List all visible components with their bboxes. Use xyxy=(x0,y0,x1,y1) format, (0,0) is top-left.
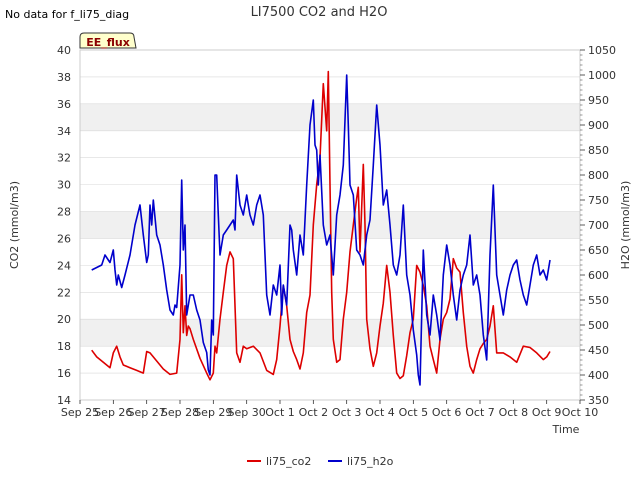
series-layer xyxy=(91,70,551,386)
y2-tick-label: 550 xyxy=(588,294,609,307)
legend-label-h2o: li75_h2o xyxy=(347,455,394,468)
x-tick-label: Sep 26 xyxy=(94,406,132,419)
no-data-note: No data for f_li75_diag xyxy=(5,8,129,21)
y2-tick-label: 850 xyxy=(588,144,609,157)
y2-tick-label: 950 xyxy=(588,94,609,107)
y2-tick-label: 700 xyxy=(588,219,609,232)
x-tick-label: Sep 29 xyxy=(194,406,232,419)
y-axis-right-ticks: 350 400 450 500 550 600 650 700 750 800 850 900 950 1… xyxy=(580,44,616,407)
y2-tick-label: 750 xyxy=(588,194,609,207)
x-tick-label: Sep 30 xyxy=(228,406,266,419)
x-tick-label: Oct 4 xyxy=(365,406,395,419)
y2-tick-label: 1050 xyxy=(588,44,616,57)
x-tick-label: Oct 3 xyxy=(332,406,362,419)
legend-label-co2: li75_co2 xyxy=(266,455,311,468)
y-tick-label: 18 xyxy=(57,340,71,353)
y2-tick-label: 450 xyxy=(588,344,609,357)
y2-tick-label: 800 xyxy=(588,169,609,182)
y-tick-label: 22 xyxy=(57,286,71,299)
legend: li75_co2 li75_h2o xyxy=(247,455,394,468)
chart-title: LI7500 CO2 and H2O xyxy=(251,5,388,20)
y-tick-label: 34 xyxy=(57,125,71,138)
y-tick-label: 38 xyxy=(57,71,71,84)
x-tick-label: Oct 8 xyxy=(499,406,529,419)
ee-flux-badge: EE_flux xyxy=(79,32,137,49)
y-tick-label: 36 xyxy=(57,98,71,111)
x-tick-label: Oct 7 xyxy=(465,406,495,419)
y-tick-label: 30 xyxy=(57,179,71,192)
y2-tick-label: 400 xyxy=(588,369,609,382)
y-tick-label: 32 xyxy=(57,152,71,165)
badge-label: EE_flux xyxy=(86,36,130,49)
x-tick-label: Oct 2 xyxy=(299,406,329,419)
x-tick-label: Oct 5 xyxy=(399,406,429,419)
background-band xyxy=(80,103,580,131)
y-tick-label: 28 xyxy=(57,206,71,219)
y-tick-label: 24 xyxy=(57,259,71,272)
x-tick-label: Oct 6 xyxy=(432,406,462,419)
x-tick-label: Oct 9 xyxy=(532,406,562,419)
y2-tick-label: 500 xyxy=(588,319,609,332)
y2-tick-label: 600 xyxy=(588,269,609,282)
y2-tick-label: 650 xyxy=(588,244,609,257)
y-axis-left-ticks: 14 16 18 20 22 24 26 28 30 32 34 36 38 40 xyxy=(57,44,71,407)
x-axis-title: Time xyxy=(552,423,580,436)
y2-tick-label: 900 xyxy=(588,119,609,132)
x-tick-label: Oct 10 xyxy=(562,406,599,419)
y2-tick-label: 350 xyxy=(588,394,609,407)
y-tick-label: 20 xyxy=(57,313,71,326)
x-tick-label: Oct 1 xyxy=(265,406,295,419)
x-tick-label: Sep 28 xyxy=(161,406,199,419)
y2-tick-label: 1000 xyxy=(588,69,616,82)
series-line-li75_h2o xyxy=(91,74,551,386)
x-tick-label: Sep 27 xyxy=(128,406,166,419)
x-tick-label: Sep 25 xyxy=(61,406,99,419)
y-tick-label: 14 xyxy=(57,394,71,407)
y-tick-label: 26 xyxy=(57,232,71,245)
y-tick-label: 40 xyxy=(57,44,71,57)
background-band xyxy=(80,319,580,347)
y-axis-left-title: CO2 (mmol/m3) xyxy=(8,181,21,269)
y-axis-right-title: H2O (mmol/m3) xyxy=(619,181,632,270)
y-tick-label: 16 xyxy=(57,367,71,380)
